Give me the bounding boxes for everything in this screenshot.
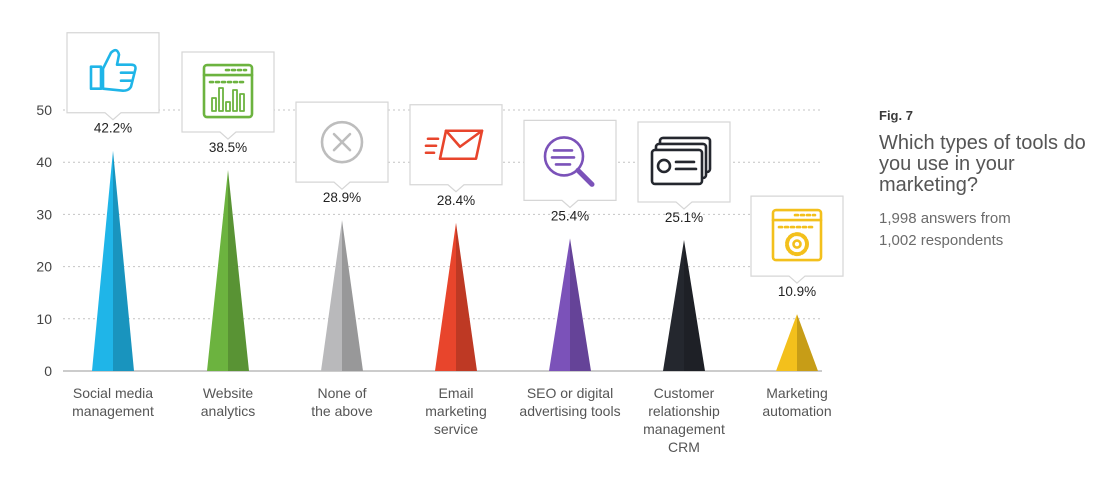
- bar-chart: 0 10 20 30 40 50 42.2% Social media management 3…: [36, 32, 844, 455]
- category-label-line: SEO or digital: [527, 385, 613, 401]
- search-magnifier-icon: [543, 136, 595, 187]
- value-label: 28.9%: [323, 190, 361, 205]
- y-tick-label: 20: [36, 259, 52, 275]
- category-label-line: Email: [438, 385, 473, 401]
- value-label: 42.2%: [94, 121, 132, 136]
- category-label-line: Marketing: [766, 385, 827, 401]
- value-label: 25.1%: [665, 210, 703, 225]
- bar-left-face: [663, 239, 684, 371]
- category-label-line: marketing: [425, 403, 486, 419]
- callout-box: [66, 32, 160, 121]
- figure-subtitle: 1,998 answers from 1,002 respondents: [879, 208, 1099, 252]
- bar-right-face: [684, 239, 705, 371]
- y-tick-label: 0: [44, 363, 52, 379]
- bar-right-face: [113, 150, 134, 371]
- category-label-line: management: [72, 403, 154, 419]
- analytics-dashboard-icon: [202, 63, 254, 119]
- category-label: SEO or digital advertising tools: [519, 385, 620, 419]
- callout-box: [750, 195, 844, 284]
- callout-box: [523, 119, 617, 209]
- category-label-line: CRM: [668, 439, 700, 455]
- category-label-line: service: [434, 421, 479, 437]
- answers-count: 1,998 answers from: [879, 210, 1011, 227]
- category-label: None of the above: [311, 385, 373, 419]
- y-tick-label: 50: [36, 102, 52, 118]
- category-label-line: None of: [317, 385, 366, 401]
- bar-right-face: [342, 220, 363, 371]
- bar-right-face: [797, 314, 818, 371]
- category-label: Customer relationship management CRM: [643, 385, 725, 455]
- chart-labels: 42.2% Social media management 38.5% Website a…: [72, 121, 832, 455]
- bar: [549, 238, 591, 371]
- thumbs-up-icon: [89, 48, 137, 93]
- callout-box: [295, 101, 389, 190]
- y-tick-label: 30: [36, 206, 52, 222]
- value-label: 28.4%: [437, 193, 475, 208]
- bar: [207, 170, 249, 371]
- bar-right-face: [228, 170, 249, 371]
- bar: [321, 220, 363, 371]
- close-circle-icon: [320, 120, 364, 164]
- y-tick-label: 10: [36, 311, 52, 327]
- bar: [663, 239, 705, 371]
- category-label: Email marketing service: [425, 385, 486, 437]
- value-label: 10.9%: [778, 284, 816, 299]
- chart-callouts: [66, 32, 844, 284]
- category-label: Website analytics: [201, 385, 255, 419]
- callout-frame: [409, 104, 503, 193]
- category-label-line: management: [643, 421, 725, 437]
- callout-box: [409, 104, 503, 193]
- value-label: 38.5%: [209, 140, 247, 155]
- bar-left-face: [435, 222, 456, 371]
- category-label-line: advertising tools: [519, 403, 620, 419]
- category-label-line: automation: [762, 403, 831, 419]
- bar-left-face: [776, 314, 797, 371]
- bar-right-face: [570, 238, 591, 371]
- category-label-line: Customer: [654, 385, 715, 401]
- bar: [92, 150, 134, 371]
- figure-question: Which types of tools do you use in your …: [879, 132, 1086, 196]
- callout-frame: [295, 101, 389, 190]
- bar-left-face: [92, 150, 113, 371]
- contact-cards-icon: [650, 136, 712, 186]
- callout-box: [181, 51, 275, 140]
- respondents-count: 1,002 respondents: [879, 232, 1004, 249]
- email-send-icon: [424, 129, 484, 161]
- category-label: Social media management: [72, 385, 154, 419]
- figure-caption: Fig. 7 Which types of tools do you use i…: [879, 108, 1099, 252]
- bar-left-face: [207, 170, 228, 371]
- category-label-line: analytics: [201, 403, 255, 419]
- y-tick-label: 40: [36, 154, 52, 170]
- category-label-line: Social media: [73, 385, 153, 401]
- callout-frame: [66, 32, 160, 121]
- figure-label: Fig. 7: [879, 108, 913, 123]
- automation-gear-icon: [771, 208, 823, 262]
- callout-box: [637, 121, 731, 210]
- bar: [776, 314, 818, 371]
- category-label-line: relationship: [648, 403, 720, 419]
- category-label-line: the above: [311, 403, 373, 419]
- category-label-line: Website: [203, 385, 254, 401]
- chart-bars: [92, 150, 818, 371]
- category-label: Marketing automation: [762, 385, 831, 419]
- bar-right-face: [456, 222, 477, 371]
- bar-left-face: [321, 220, 342, 371]
- value-label: 25.4%: [551, 208, 589, 223]
- bar: [435, 222, 477, 371]
- bar-left-face: [549, 238, 570, 371]
